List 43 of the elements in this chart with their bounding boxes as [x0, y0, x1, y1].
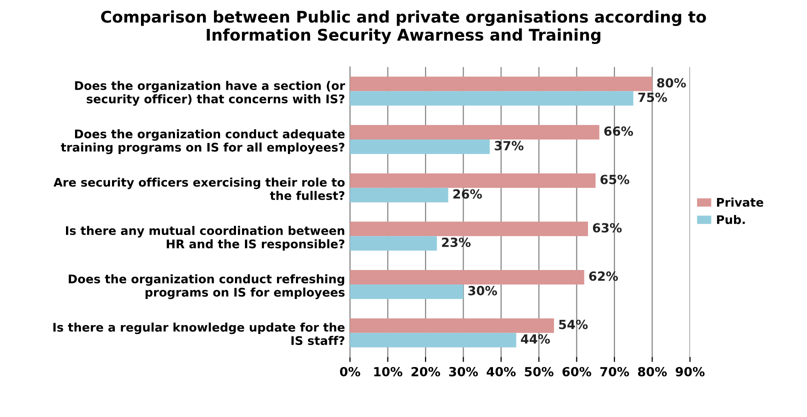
x-tick-label: 0%: [340, 366, 360, 376]
data-label: 80%: [657, 78, 686, 88]
x-tick-label: 70%: [600, 366, 630, 376]
data-label: 66%: [604, 126, 634, 136]
bar: [350, 140, 490, 154]
bar: [350, 125, 600, 140]
bar: [350, 332, 516, 348]
bar: [350, 188, 448, 202]
y-tick-label: Is there a regular knowledge update for the IS staff?: [53, 322, 345, 346]
y-tick-label: Does the organization conduct adequate training programs on IS for all employees?: [60, 129, 345, 154]
x-tick-label: 60%: [562, 366, 592, 376]
data-label: 54%: [559, 320, 588, 330]
y-tick-label: Are security officers exercising their role to the fullest?: [54, 178, 345, 200]
bar: [350, 318, 554, 333]
data-label: 75%: [638, 92, 668, 102]
bar: [350, 91, 634, 106]
x-tick-label: 90%: [676, 366, 705, 376]
x-tick-label: 40%: [486, 366, 516, 376]
y-tick-label: Does the organization conduct refreshing programs on IS for employees: [68, 274, 345, 300]
data-label: 63%: [592, 223, 622, 233]
x-tick-label: 30%: [449, 366, 478, 376]
chart-title: Comparison between Public and private organisations according to Information Security Awarness and Training: [101, 10, 706, 44]
legend-label: Private: [717, 198, 764, 207]
data-label: 26%: [453, 189, 482, 199]
bar: [350, 222, 588, 236]
x-tick-label: 20%: [412, 366, 440, 376]
bar: [350, 284, 464, 299]
bar: [350, 270, 584, 284]
bar: [350, 76, 652, 92]
data-label: 23%: [442, 238, 471, 248]
x-tick-label: 80%: [638, 366, 667, 376]
bar: [350, 173, 596, 188]
y-tick-label: Does the organization have a section (or security officer) that concerns with IS?: [75, 80, 346, 106]
y-tick-label: Is there any mutual coordination between HR and the IS responsible?: [66, 226, 344, 251]
legend-label: Pub.: [717, 214, 745, 224]
data-label: 62%: [589, 271, 618, 281]
x-tick-label: 50%: [524, 366, 554, 376]
data-label: 44%: [520, 334, 550, 344]
data-label: 30%: [468, 286, 498, 296]
bar: [350, 236, 437, 251]
data-label: 65%: [600, 174, 630, 184]
x-tick-label: 10%: [374, 366, 402, 376]
data-label: 37%: [494, 140, 524, 150]
